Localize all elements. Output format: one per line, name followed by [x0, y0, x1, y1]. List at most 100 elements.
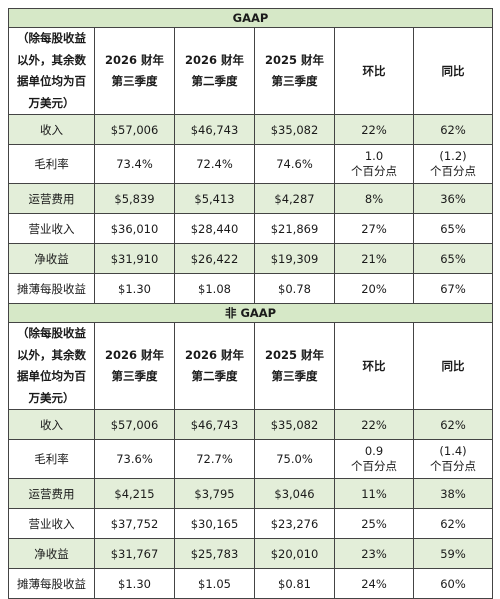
table-cell: 23% [334, 538, 414, 569]
table-cell: 1.0 个百分点 [334, 144, 414, 184]
table-cell: 59% [412, 538, 494, 569]
row-label: 净收益 [8, 243, 95, 274]
table-row-diluted-eps: 摊薄每股收益 $1.30 $1.08 $0.78 20% 67% [8, 273, 494, 304]
table-cell: 36% [412, 183, 494, 214]
table-cell: 67% [412, 273, 494, 304]
gaap-table: GAAP （除每股收益 以外，其余数 据单位均为百 万美元） 2026 财年 第… [7, 8, 494, 304]
table-cell: $36,010 [94, 213, 175, 244]
row-label: 运营费用 [8, 478, 95, 509]
table-cell: $21,869 [254, 213, 335, 244]
table-cell: $26,422 [174, 243, 255, 274]
column-header: 同比 [412, 322, 494, 410]
table-row-gross-margin: 毛利率 73.4% 72.4% 74.6% 1.0 个百分点 (1.2) 个百分… [8, 144, 494, 184]
table-cell: 24% [334, 568, 414, 599]
table-cell: 62% [412, 114, 494, 145]
table-cell: 22% [334, 114, 414, 145]
table-row-operating-income: 营业收入 $37,752 $30,165 $23,276 25% 62% [8, 508, 494, 539]
table-cell: $5,839 [94, 183, 175, 214]
table-cell: 8% [334, 183, 414, 214]
table-cell: $19,309 [254, 243, 335, 274]
table-title: GAAP [7, 8, 494, 28]
table-cell: $4,215 [94, 478, 175, 509]
column-header: 2025 财年 第三季度 [254, 322, 335, 410]
table-cell: $25,783 [174, 538, 255, 569]
column-header: 环比 [334, 322, 414, 410]
table-cell: (1.4) 个百分点 [412, 439, 494, 479]
table-cell: $57,006 [94, 114, 175, 145]
column-header: 同比 [412, 27, 494, 115]
table-cell: 62% [412, 508, 494, 539]
table-row-gross-margin: 毛利率 73.6% 72.7% 75.0% 0.9 个百分点 (1.4) 个百分… [8, 439, 494, 479]
table-cell: 60% [412, 568, 494, 599]
unit-note: （除每股收益 以外，其余数 据单位均为百 万美元） [8, 27, 95, 115]
table-cell: (1.2) 个百分点 [412, 144, 494, 184]
table-cell: $35,082 [254, 409, 335, 440]
table-cell: $46,743 [174, 409, 255, 440]
table-cell: 11% [334, 478, 414, 509]
row-label: 营业收入 [8, 213, 95, 244]
table-row-net-income: 净收益 $31,910 $26,422 $19,309 21% 65% [8, 243, 494, 274]
table-cell: $20,010 [254, 538, 335, 569]
table-cell: $28,440 [174, 213, 255, 244]
table-cell: 22% [334, 409, 414, 440]
table-cell: $23,276 [254, 508, 335, 539]
row-label: 运营费用 [8, 183, 95, 214]
row-label: 毛利率 [8, 439, 95, 479]
row-label: 摊薄每股收益 [8, 568, 95, 599]
unit-note: （除每股收益 以外，其余数 据单位均为百 万美元） [8, 322, 95, 410]
table-cell: 20% [334, 273, 414, 304]
table-cell: 65% [412, 243, 494, 274]
non-gaap-table: 非 GAAP （除每股收益 以外，其余数 据单位均为百 万美元） 2026 财年… [7, 303, 494, 599]
row-label: 摊薄每股收益 [8, 273, 95, 304]
table-cell: $0.81 [254, 568, 335, 599]
table-cell: 72.7% [174, 439, 255, 479]
table-cell: $35,082 [254, 114, 335, 145]
row-label: 收入 [8, 409, 95, 440]
column-header: 2026 财年 第三季度 [94, 27, 175, 115]
table-cell: $31,767 [94, 538, 175, 569]
table-cell: 73.6% [94, 439, 175, 479]
table-cell: $1.30 [94, 568, 175, 599]
table-cell: 75.0% [254, 439, 335, 479]
table-cell: $1.30 [94, 273, 175, 304]
table-cell: $31,910 [94, 243, 175, 274]
table-cell: 21% [334, 243, 414, 274]
column-header: 2026 财年 第三季度 [94, 322, 175, 410]
table-row-net-income: 净收益 $31,767 $25,783 $20,010 23% 59% [8, 538, 494, 569]
table-row-revenue: 收入 $57,006 $46,743 $35,082 22% 62% [8, 114, 494, 145]
table-cell: 62% [412, 409, 494, 440]
table-cell: 72.4% [174, 144, 255, 184]
table-row-operating-income: 营业收入 $36,010 $28,440 $21,869 27% 65% [8, 213, 494, 244]
table-row-diluted-eps: 摊薄每股收益 $1.30 $1.05 $0.81 24% 60% [8, 568, 494, 599]
row-label: 净收益 [8, 538, 95, 569]
table-cell: $37,752 [94, 508, 175, 539]
column-header: 2025 财年 第三季度 [254, 27, 335, 115]
table-cell: $3,046 [254, 478, 335, 509]
table-row-operating-expenses: 运营费用 $4,215 $3,795 $3,046 11% 38% [8, 478, 494, 509]
table-cell: $1.08 [174, 273, 255, 304]
table-title: 非 GAAP [7, 303, 494, 323]
row-label: 收入 [8, 114, 95, 145]
table-cell: $4,287 [254, 183, 335, 214]
table-row-operating-expenses: 运营费用 $5,839 $5,413 $4,287 8% 36% [8, 183, 494, 214]
row-label: 毛利率 [8, 144, 95, 184]
table-cell: 25% [334, 508, 414, 539]
table-cell: 27% [334, 213, 414, 244]
table-cell: 65% [412, 213, 494, 244]
table-cell: $0.78 [254, 273, 335, 304]
column-header: 环比 [334, 27, 414, 115]
table-cell: 73.4% [94, 144, 175, 184]
table-cell: $46,743 [174, 114, 255, 145]
table-cell: $5,413 [174, 183, 255, 214]
table-row-revenue: 收入 $57,006 $46,743 $35,082 22% 62% [8, 409, 494, 440]
table-cell: 38% [412, 478, 494, 509]
table-cell: $1.05 [174, 568, 255, 599]
column-header: 2026 财年 第二季度 [174, 322, 255, 410]
table-cell: $3,795 [174, 478, 255, 509]
table-cell: $57,006 [94, 409, 175, 440]
table-cell: $30,165 [174, 508, 255, 539]
table-cell: 0.9 个百分点 [334, 439, 414, 479]
table-cell: 74.6% [254, 144, 335, 184]
row-label: 营业收入 [8, 508, 95, 539]
column-header: 2026 财年 第二季度 [174, 27, 255, 115]
